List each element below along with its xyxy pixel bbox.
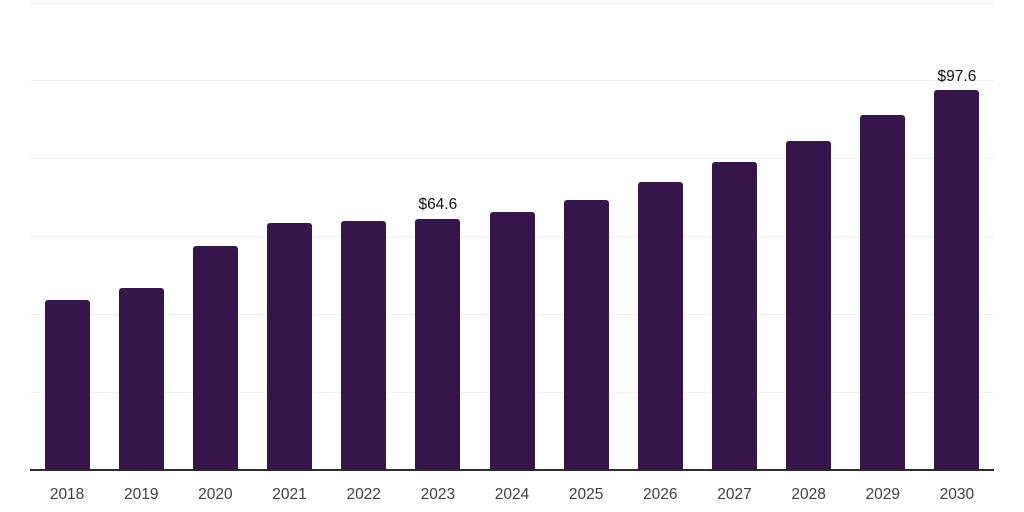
bar-2029: [860, 115, 906, 470]
bar-2018: [44, 300, 90, 470]
bar-2025: [563, 200, 609, 470]
bar-2027: [711, 161, 757, 470]
bar-2021: [267, 223, 313, 470]
data-label-2023: $64.6: [418, 196, 458, 214]
x-tick-2025: 2025: [568, 486, 604, 503]
x-tick-2030: 2030: [939, 486, 975, 503]
x-tick-2020: 2020: [198, 486, 233, 503]
gridline: [30, 158, 994, 160]
bar-2030: [934, 90, 980, 470]
x-tick-2029: 2029: [865, 486, 901, 503]
x-tick-2028: 2028: [791, 486, 826, 503]
x-tick-2022: 2022: [346, 486, 381, 503]
bar-2024: [489, 212, 535, 470]
gridline: [30, 2, 994, 4]
x-tick-2024: 2024: [494, 486, 530, 503]
x-tick-2027: 2027: [717, 486, 752, 503]
bar-2019: [118, 288, 164, 470]
plot-area: $64.6 $97.6: [30, 2, 994, 471]
bar-2020: [192, 245, 238, 470]
x-tick-2023: 2023: [420, 486, 456, 503]
bar-2023: [415, 218, 461, 470]
bar-2028: [786, 140, 832, 470]
bar-2026: [637, 182, 683, 470]
x-tick-2018: 2018: [49, 486, 85, 503]
x-axis-line: [30, 469, 994, 471]
x-tick-2019: 2019: [123, 486, 159, 503]
bar-2022: [341, 221, 387, 470]
data-label-2030: $97.6: [937, 67, 977, 85]
x-tick-2026: 2026: [643, 486, 678, 503]
gridline: [30, 80, 994, 82]
x-tick-2021: 2021: [272, 486, 307, 503]
